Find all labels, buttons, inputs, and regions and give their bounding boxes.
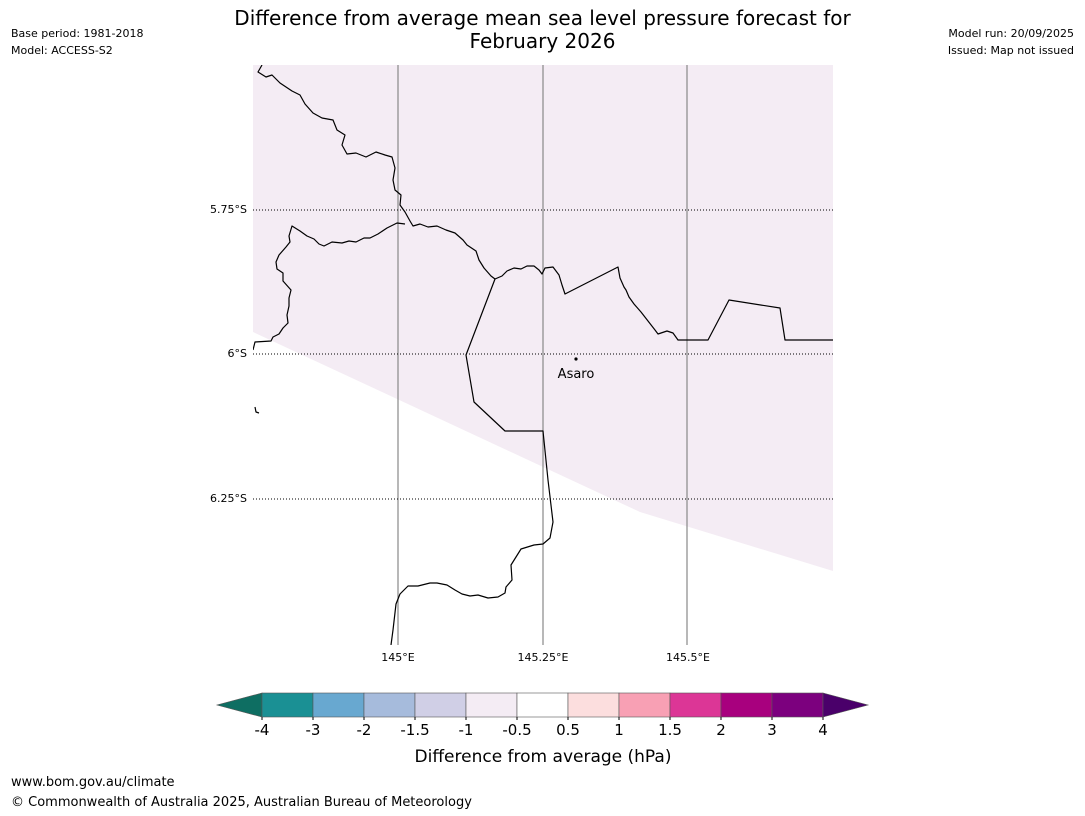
colorbar-tick-label: 1 bbox=[614, 721, 624, 739]
asaro-label: Asaro bbox=[558, 367, 595, 382]
colorbar-tick-label: -2 bbox=[357, 721, 372, 739]
map-title: Difference from average mean sea level p… bbox=[0, 7, 1085, 53]
colorbar-swatch bbox=[414, 692, 467, 718]
base-period-text: Base period: 1981-2018 bbox=[11, 27, 144, 40]
colorbar-tick-label: 2 bbox=[716, 721, 726, 739]
colorbar-swatch bbox=[465, 692, 518, 718]
lat-label-6s: 6°S bbox=[228, 347, 247, 360]
colorbar-swatch bbox=[618, 692, 671, 718]
colorbar-swatch bbox=[516, 692, 569, 718]
colorbar-ticks: -4 -3 -2 -1.5 -1 -0.5 0.5 1 1.5 2 3 4 bbox=[255, 717, 828, 739]
colorbar-extend-high bbox=[822, 692, 870, 718]
map-title-line-1: Difference from average mean sea level p… bbox=[234, 6, 851, 30]
footer-copyright: © Commonwealth of Australia 2025, Austra… bbox=[11, 795, 472, 810]
colorbar-tick-label: -1.5 bbox=[400, 721, 429, 739]
map: Asaro 5.75°S 6°S 6.25°S 145°E 145.25°E 1… bbox=[210, 65, 833, 664]
model-run-text: Model run: 20/09/2025 bbox=[948, 27, 1074, 40]
colorbar-tick-label: -3 bbox=[306, 721, 321, 739]
border-west bbox=[253, 222, 406, 351]
colorbar-swatch bbox=[669, 692, 722, 718]
colorbar-swatches bbox=[215, 692, 870, 718]
colorbar-swatch bbox=[261, 692, 314, 718]
lon-label-145-25e: 145.25°E bbox=[518, 651, 569, 664]
colorbar-tick-label: 1.5 bbox=[658, 721, 682, 739]
colorbar-tick-label: 0.5 bbox=[556, 721, 580, 739]
lon-label-145-5e: 145.5°E bbox=[666, 651, 710, 664]
colorbar-swatch bbox=[567, 692, 620, 718]
colorbar-label: Difference from average (hPa) bbox=[415, 747, 672, 767]
colorbar-tick-label: -4 bbox=[255, 721, 270, 739]
colorbar-swatch bbox=[720, 692, 773, 718]
footer-url: www.bom.gov.au/climate bbox=[11, 775, 175, 790]
lat-label-5-75s: 5.75°S bbox=[210, 203, 247, 216]
colorbar-swatch bbox=[771, 692, 824, 718]
issued-text: Issued: Map not issued bbox=[947, 44, 1074, 57]
colorbar-tick-label: -0.5 bbox=[502, 721, 531, 739]
coast-fragment bbox=[254, 406, 260, 414]
colorbar-tick-label: -1 bbox=[459, 721, 474, 739]
asaro-marker bbox=[574, 357, 578, 361]
colorbar-swatch bbox=[312, 692, 365, 718]
colorbar-extend-low bbox=[215, 692, 263, 718]
colorbar: -4 -3 -2 -1.5 -1 -0.5 0.5 1 1.5 2 3 4 Difference fr… bbox=[215, 692, 870, 767]
map-title-line-2: February 2026 bbox=[469, 29, 616, 53]
colorbar-tick-label: 4 bbox=[818, 721, 828, 739]
colorbar-swatch bbox=[363, 692, 416, 718]
model-text: Model: ACCESS-S2 bbox=[11, 44, 113, 57]
lon-label-145e: 145°E bbox=[381, 651, 414, 664]
lat-label-6-25s: 6.25°S bbox=[210, 492, 247, 505]
border-north bbox=[257, 65, 833, 341]
border-south bbox=[390, 278, 554, 645]
colorbar-tick-label: 3 bbox=[767, 721, 777, 739]
